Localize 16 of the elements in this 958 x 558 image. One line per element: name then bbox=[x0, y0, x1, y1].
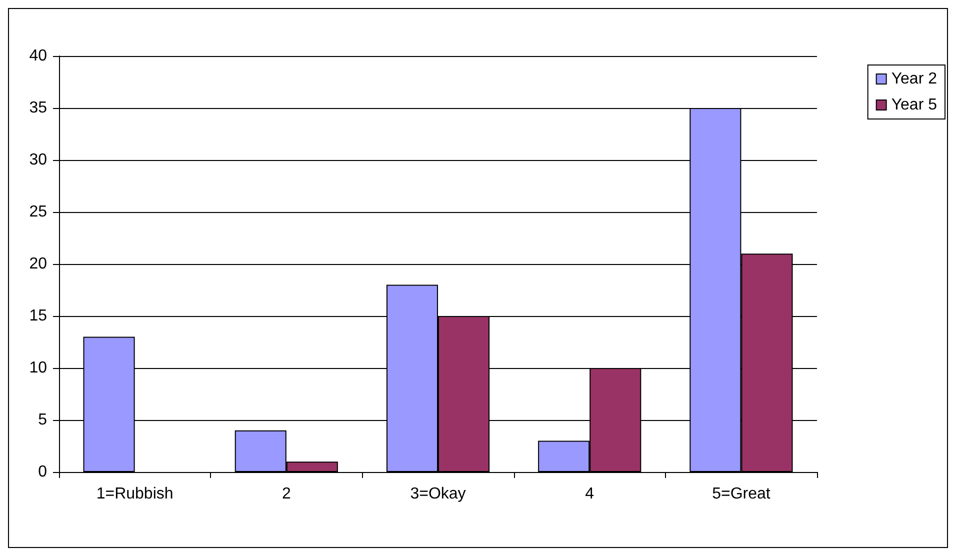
y-tick-label: 5 bbox=[38, 412, 48, 428]
y-tick-label: 15 bbox=[29, 308, 48, 324]
legend-label: Year 2 bbox=[891, 70, 938, 88]
y-tick-label: 40 bbox=[29, 48, 48, 64]
y-tick-label: 10 bbox=[29, 360, 48, 376]
x-tick-label: 5=Great bbox=[712, 486, 771, 502]
x-tick-label: 4 bbox=[585, 486, 594, 502]
x-tick-label: 2 bbox=[282, 486, 291, 502]
y-tick-label: 25 bbox=[29, 204, 48, 220]
y-tick-label: 35 bbox=[29, 100, 48, 116]
legend-label: Year 5 bbox=[891, 96, 938, 114]
x-tick-label: 3=Okay bbox=[410, 486, 466, 502]
y-tick-label: 0 bbox=[38, 464, 48, 480]
y-tick-label: 20 bbox=[29, 256, 48, 272]
y-tick-label: 30 bbox=[29, 152, 48, 168]
x-tick-label: 1=Rubbish bbox=[96, 486, 174, 502]
